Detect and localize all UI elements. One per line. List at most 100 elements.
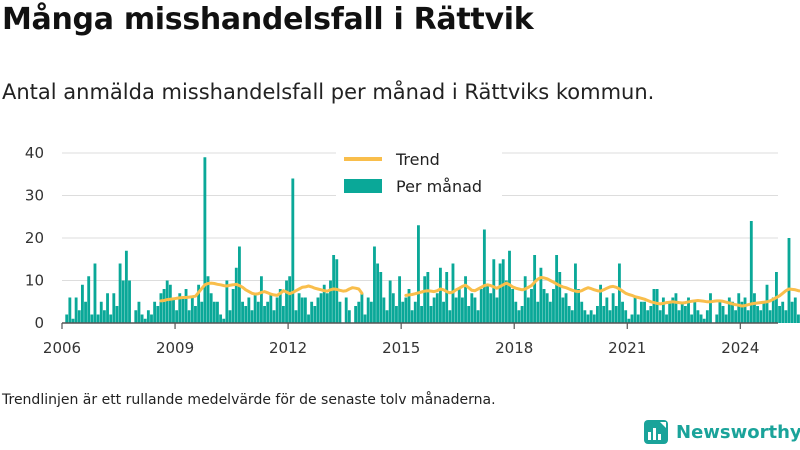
bar [482, 229, 486, 323]
y-tick-label: 40 [25, 144, 44, 162]
bar [118, 263, 122, 323]
bar [68, 297, 72, 323]
bar [291, 178, 295, 323]
bar [102, 310, 106, 323]
bar [649, 306, 653, 323]
bar [533, 255, 537, 323]
bar [514, 301, 518, 323]
bar [162, 289, 166, 323]
bar [244, 306, 248, 323]
bar [263, 306, 266, 323]
bar [495, 297, 499, 323]
brand-name: Newsworthy [676, 421, 800, 443]
bar [561, 297, 565, 323]
legend-background [336, 145, 502, 205]
bar [175, 310, 179, 323]
bar [781, 301, 785, 323]
bar [690, 314, 694, 323]
bar [721, 306, 725, 323]
bar [344, 297, 348, 323]
bar [87, 276, 91, 323]
bar [596, 306, 599, 323]
bar [526, 297, 530, 323]
bar [737, 293, 741, 323]
bar [498, 263, 502, 323]
bar [796, 314, 800, 323]
bar [307, 314, 310, 323]
bar [382, 297, 386, 323]
bar [511, 289, 515, 323]
bar [520, 306, 524, 323]
bar [636, 314, 640, 323]
chart: 0 10 20 30 40 2006 2009 2012 2015 2018 2021 2024 T… [25, 144, 800, 357]
bar [589, 310, 593, 323]
bar [621, 301, 624, 323]
bar [256, 301, 260, 323]
bar [435, 293, 439, 323]
bar [545, 293, 549, 323]
bar [71, 318, 75, 323]
bar [523, 276, 527, 323]
bar [552, 289, 555, 323]
bar [140, 314, 144, 323]
bar [410, 310, 414, 323]
bar [677, 310, 681, 323]
bar [614, 306, 618, 323]
legend-swatch-bars [344, 179, 382, 193]
y-tick-label: 30 [25, 187, 44, 205]
bar [445, 272, 449, 323]
bar [357, 301, 361, 323]
bar [106, 293, 109, 323]
bar [376, 263, 380, 323]
bar [297, 293, 301, 323]
bar [231, 289, 235, 323]
bar [508, 250, 511, 323]
bar [765, 284, 769, 323]
bar [137, 301, 141, 323]
bar [417, 225, 420, 323]
bar-series [65, 157, 800, 323]
bar [269, 293, 273, 323]
bar [216, 301, 219, 323]
bar [705, 310, 709, 323]
bar [492, 259, 496, 323]
bar [442, 301, 445, 323]
bar [655, 289, 659, 323]
bar [413, 301, 417, 323]
bar [369, 301, 373, 323]
bar [203, 157, 207, 323]
bar [671, 297, 675, 323]
bar [460, 297, 464, 323]
bar [517, 310, 521, 323]
bar [658, 310, 662, 323]
bar [115, 306, 119, 323]
bar [329, 280, 332, 323]
bar [771, 297, 775, 323]
bar [558, 272, 562, 323]
bar [699, 314, 703, 323]
bar [128, 280, 131, 323]
bar [548, 301, 552, 323]
bar [668, 301, 672, 323]
bar [762, 301, 766, 323]
bar [281, 306, 285, 323]
bar [504, 280, 508, 323]
bar [486, 284, 489, 323]
bar [178, 293, 182, 323]
bar [404, 297, 408, 323]
bar [715, 314, 719, 323]
bar [200, 301, 204, 323]
bar [187, 310, 191, 323]
bar [599, 284, 602, 323]
bar [121, 280, 125, 323]
newsworthy-logo-icon [644, 420, 668, 444]
bar [77, 310, 81, 323]
bar [112, 293, 116, 323]
bar [379, 272, 383, 323]
bar [388, 280, 392, 323]
bar [225, 280, 229, 323]
trend-line [159, 281, 364, 303]
bar [360, 293, 364, 323]
bar [250, 310, 254, 323]
bar [143, 318, 147, 323]
